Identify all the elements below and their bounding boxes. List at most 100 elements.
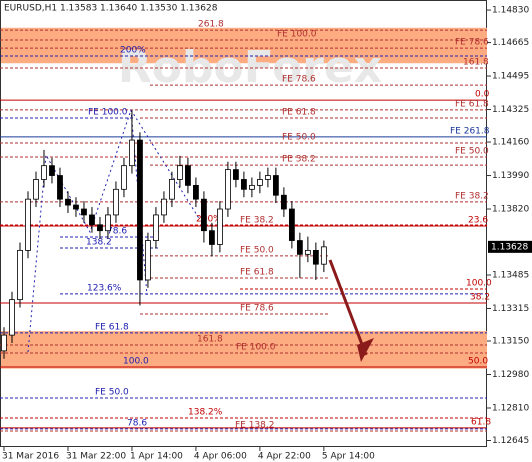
y-tick-label: 1.13150 [492, 337, 529, 347]
level-label: FE 50.0 [455, 147, 489, 157]
candle-body [256, 179, 263, 186]
candle-body [145, 240, 151, 281]
level-label: FE 61.8 [95, 322, 129, 332]
guide-line [130, 109, 201, 221]
candle-body [65, 198, 71, 206]
level-label: FE 38.2 [455, 191, 489, 201]
level-label: FE 78.6 [455, 38, 489, 48]
candle-body [225, 169, 231, 210]
level-label: 78.6 [127, 418, 147, 428]
level-label: 100.0 [123, 357, 149, 367]
level-label: 200% [196, 214, 222, 224]
candle-body [121, 165, 127, 190]
candle-body [41, 165, 47, 180]
forecast-arrow [328, 259, 368, 356]
candle-body [17, 249, 23, 301]
level-label: FE 78.6 [240, 304, 274, 314]
y-tick-label: 1.12645 [492, 436, 529, 446]
level-label: FE 61.8 [455, 99, 489, 109]
level-label: 261.8 [198, 20, 224, 30]
candle-body [73, 204, 79, 210]
candle-body [217, 208, 223, 245]
candle-body [89, 214, 95, 226]
candle-body [9, 299, 15, 336]
candle-body [240, 179, 247, 190]
y-tick-label: 1.13820 [492, 205, 529, 215]
candle-body [153, 214, 159, 241]
y-tick-label: 1.14830 [492, 6, 529, 16]
level-label: 0.0 [475, 90, 490, 100]
candle-body [272, 175, 279, 196]
level-label: FE 61.8 [240, 267, 274, 277]
candle-body [248, 184, 255, 190]
candle-body [57, 175, 63, 200]
candle-body [97, 224, 103, 232]
y-tick-label: 1.14325 [492, 105, 529, 115]
level-label: FE 50.0 [95, 387, 129, 397]
candle-body [209, 230, 215, 245]
candle-body [304, 249, 311, 255]
candle-body [113, 188, 119, 216]
level-label: FE 261.8 [450, 126, 490, 136]
level-label: FE 100.0 [236, 343, 276, 353]
candle-body [280, 194, 287, 210]
level-label: 38.2 [470, 292, 490, 302]
level-label: 138.2 [86, 238, 112, 248]
y-tick-label: 1.14665 [492, 38, 529, 48]
level-label: 161.8 [197, 334, 223, 344]
y-tick-label: 1.13485 [492, 271, 529, 281]
candle-body [296, 240, 303, 255]
x-tick-label: 31 Mar 2016 [2, 452, 59, 462]
candle-body [320, 246, 327, 265]
plot-frame [0, 0, 487, 447]
guide-line [27, 109, 148, 353]
zone [1, 331, 487, 369]
level-label: FE 100.0 [277, 29, 317, 39]
level-label: FE 38.2 [282, 155, 316, 165]
candle-body [1, 334, 7, 352]
level-label: 78.6 [107, 226, 127, 236]
x-tick-label: 1 Apr 14:00 [130, 452, 183, 462]
candle-body [185, 165, 191, 186]
level-label: FE 138.2 [235, 421, 275, 431]
x-tick-label: 31 Mar 22:00 [66, 452, 126, 462]
y-tick-label: 1.13990 [492, 171, 529, 181]
candle-body [25, 198, 31, 251]
last-price-box [488, 240, 532, 253]
y-tick-label: 1.12980 [492, 370, 529, 380]
level-label: 123.6% [87, 283, 122, 293]
level-label: 50.0 [468, 357, 488, 367]
x-tick-label: 4 Apr 22:00 [258, 452, 311, 462]
level-label: 161.8 [463, 57, 489, 67]
candle-body [233, 169, 239, 180]
candle-body [49, 165, 55, 176]
level-label: FE 61.8 [282, 108, 316, 118]
candle-body [161, 198, 167, 216]
candle-body [169, 179, 175, 200]
level-label: FE 100.0 [88, 108, 128, 118]
level-label: FE 50.0 [240, 245, 274, 255]
x-tick-label: 4 Apr 06:00 [194, 452, 247, 462]
level-label: 200% [120, 45, 146, 55]
level-label: 61.8 [471, 417, 491, 427]
forecast-arrow-head [357, 338, 374, 362]
level-label: 23.6 [468, 215, 488, 225]
candle-body [81, 208, 87, 216]
candle-body [129, 139, 135, 167]
y-tick-label: 1.14495 [492, 72, 529, 82]
candle-body [33, 179, 39, 200]
candle-body [137, 139, 143, 281]
zone [1, 27, 487, 64]
chart-header: EURUSD,H1 1.13583 1.13640 1.13530 1.1362… [4, 4, 218, 14]
level-label: FE 38.2 [240, 215, 274, 225]
fib-guides [27, 109, 201, 353]
level-label: 138.2% [188, 408, 223, 418]
candle-body [312, 249, 319, 265]
candle-body [201, 198, 207, 232]
candle-body [177, 165, 183, 180]
y-tick-label: 1.14160 [492, 138, 529, 148]
y-tick-label: 1.12810 [492, 403, 529, 413]
last-price-label: 1.13628 [491, 242, 528, 252]
